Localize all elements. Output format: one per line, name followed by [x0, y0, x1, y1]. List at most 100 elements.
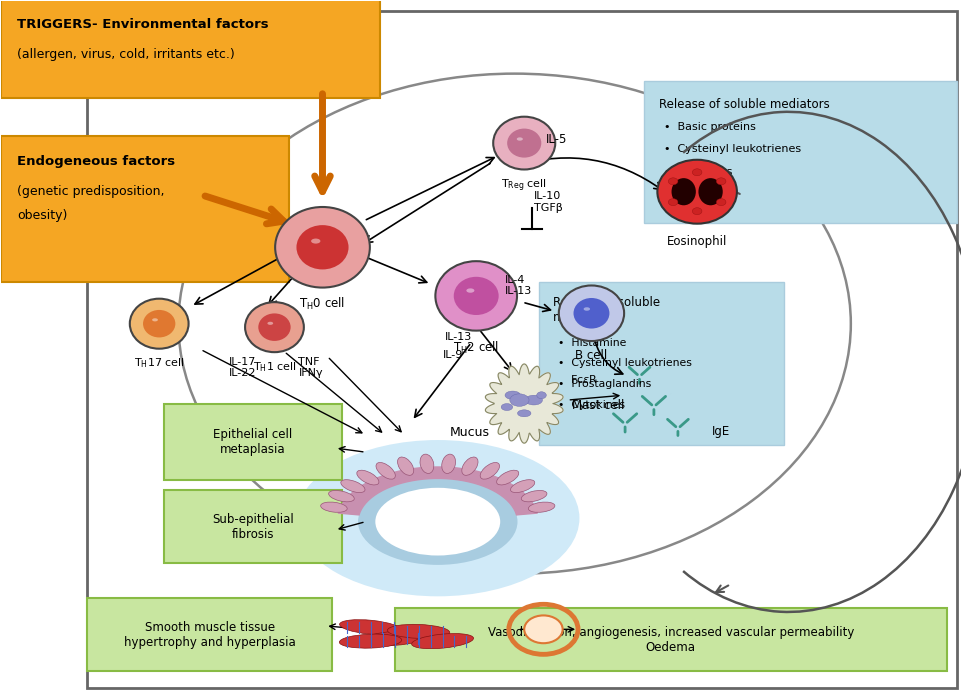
Ellipse shape [296, 225, 348, 269]
Ellipse shape [668, 177, 678, 184]
Ellipse shape [441, 454, 456, 473]
Ellipse shape [267, 322, 273, 325]
Ellipse shape [528, 502, 554, 512]
FancyBboxPatch shape [87, 11, 955, 688]
Ellipse shape [411, 633, 473, 649]
Ellipse shape [466, 288, 474, 293]
Text: T$_\mathrm{H}$2 cell: T$_\mathrm{H}$2 cell [453, 340, 499, 356]
Text: Smooth muscle tissue
hypertrophy and hyperplasia: Smooth muscle tissue hypertrophy and hyp… [124, 621, 295, 649]
Text: Release of soluble
mediators: Release of soluble mediators [553, 296, 659, 324]
FancyBboxPatch shape [87, 598, 332, 671]
FancyBboxPatch shape [163, 404, 341, 480]
Text: IL-13: IL-13 [444, 332, 471, 342]
Ellipse shape [320, 502, 347, 512]
Ellipse shape [275, 207, 369, 287]
Text: Mucus: Mucus [449, 426, 489, 439]
Ellipse shape [671, 178, 695, 205]
Ellipse shape [506, 129, 541, 157]
Ellipse shape [363, 631, 425, 646]
Ellipse shape [387, 624, 450, 638]
Text: Eosinophil: Eosinophil [666, 235, 727, 248]
Ellipse shape [692, 207, 702, 214]
Text: IL-5: IL-5 [546, 133, 567, 146]
Ellipse shape [510, 480, 534, 493]
Ellipse shape [339, 634, 402, 648]
Ellipse shape [143, 310, 175, 338]
Ellipse shape [493, 117, 554, 170]
Text: (allergen, virus, cold, irritants etc.): (allergen, virus, cold, irritants etc.) [17, 48, 234, 61]
FancyBboxPatch shape [538, 282, 783, 445]
Ellipse shape [310, 239, 320, 244]
FancyBboxPatch shape [1, 136, 288, 282]
Ellipse shape [698, 178, 722, 205]
Text: T$_\mathrm{Reg}$ cell: T$_\mathrm{Reg}$ cell [501, 177, 547, 194]
Ellipse shape [461, 457, 478, 475]
FancyBboxPatch shape [394, 608, 946, 671]
Ellipse shape [259, 313, 290, 341]
Text: TRIGGERS- Environmental factors: TRIGGERS- Environmental factors [17, 18, 268, 31]
Ellipse shape [501, 404, 512, 411]
Text: TNF
IFNγ: TNF IFNγ [298, 356, 323, 378]
Ellipse shape [357, 478, 517, 565]
Ellipse shape [656, 160, 736, 223]
Ellipse shape [536, 392, 546, 399]
FancyBboxPatch shape [163, 491, 341, 563]
Text: •  Prostaglandins: • Prostaglandins [557, 379, 651, 389]
Text: IL-9: IL-9 [442, 350, 462, 360]
Ellipse shape [357, 470, 379, 485]
Text: obesity): obesity) [17, 209, 67, 222]
Ellipse shape [525, 395, 542, 405]
Text: Fc$\varepsilon$R: Fc$\varepsilon$R [570, 373, 598, 386]
Text: •  Cytokines: • Cytokines [557, 400, 625, 410]
Text: B cell: B cell [575, 349, 607, 363]
Text: T$_\mathrm{H}$1 cell: T$_\mathrm{H}$1 cell [253, 360, 296, 374]
Ellipse shape [339, 619, 401, 635]
Text: IL-17
IL-22: IL-17 IL-22 [229, 356, 257, 378]
Text: IgE: IgE [711, 425, 729, 438]
Text: Epithelial cell
metaplasia: Epithelial cell metaplasia [213, 428, 292, 456]
Ellipse shape [130, 299, 188, 349]
Ellipse shape [716, 198, 726, 205]
Ellipse shape [329, 491, 354, 502]
Ellipse shape [573, 298, 609, 329]
Ellipse shape [420, 454, 433, 473]
Text: IL-10
TGFβ: IL-10 TGFβ [533, 191, 562, 213]
Polygon shape [485, 364, 562, 443]
Text: •  Basic proteins: • Basic proteins [663, 122, 754, 132]
Ellipse shape [376, 463, 395, 479]
FancyBboxPatch shape [644, 81, 955, 223]
Text: •  Histamine: • Histamine [557, 338, 626, 347]
Ellipse shape [340, 480, 364, 493]
Text: Sub-epithelial
fibrosis: Sub-epithelial fibrosis [211, 513, 293, 541]
Ellipse shape [375, 488, 500, 555]
Text: IL-4
IL-13: IL-4 IL-13 [505, 275, 531, 296]
Text: •  Cytokines: • Cytokines [663, 167, 731, 177]
Ellipse shape [583, 307, 589, 310]
Ellipse shape [509, 394, 529, 406]
Ellipse shape [692, 169, 702, 175]
Ellipse shape [516, 137, 523, 141]
FancyBboxPatch shape [1, 0, 380, 98]
Text: Vasodilatation, angiogenesis, increased vascular permeability
Oedema: Vasodilatation, angiogenesis, increased … [487, 626, 853, 654]
Text: Endogeneous factors: Endogeneous factors [17, 155, 175, 168]
Ellipse shape [152, 318, 158, 322]
Ellipse shape [517, 410, 530, 417]
Ellipse shape [668, 198, 678, 205]
Text: (genetic predisposition,: (genetic predisposition, [17, 184, 164, 198]
Text: T$_\mathrm{H}$17 cell: T$_\mathrm{H}$17 cell [134, 356, 185, 370]
Ellipse shape [245, 302, 304, 352]
Ellipse shape [435, 261, 516, 331]
Ellipse shape [524, 615, 562, 643]
Text: T$_\mathrm{H}$0 cell: T$_\mathrm{H}$0 cell [299, 296, 345, 312]
Ellipse shape [496, 470, 518, 485]
Ellipse shape [480, 463, 499, 479]
Text: •  Cysteinyl leukotrienes: • Cysteinyl leukotrienes [557, 358, 691, 368]
Text: •  Cysteinyl leukotrienes: • Cysteinyl leukotrienes [663, 145, 800, 155]
Ellipse shape [716, 177, 726, 184]
Text: Mast cell: Mast cell [572, 399, 624, 412]
Ellipse shape [296, 440, 579, 596]
Ellipse shape [397, 457, 413, 475]
Ellipse shape [505, 391, 520, 400]
Ellipse shape [521, 491, 547, 502]
Ellipse shape [454, 277, 498, 315]
